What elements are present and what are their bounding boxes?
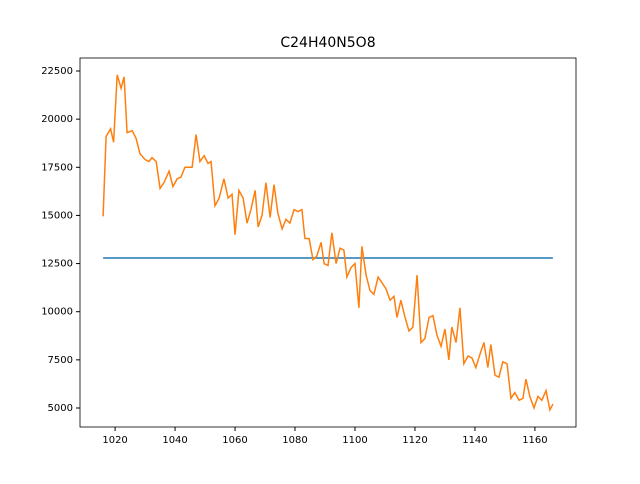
x-tick-label: 1040: [162, 435, 187, 446]
y-tick-label: 17500: [41, 162, 73, 173]
y-tick-label: 22500: [41, 66, 73, 77]
x-tick-label: 1060: [222, 435, 247, 446]
y-tick-label: 7500: [48, 355, 73, 366]
plot-frame: [79, 57, 577, 428]
y-tick-label: 20000: [41, 114, 73, 125]
y-tick-label: 12500: [41, 259, 73, 270]
x-tick-label: 1120: [402, 435, 427, 446]
x-tick-label: 1140: [462, 435, 487, 446]
line-series: [102, 74, 554, 413]
x-tick-label: 1160: [522, 435, 547, 446]
x-tick-label: 1100: [342, 435, 367, 446]
y-tick-label: 5000: [48, 403, 73, 414]
chart-title: C24H40N5O8: [280, 35, 375, 51]
y-tick-label: 10000: [41, 307, 73, 318]
x-tick-label: 1080: [282, 435, 307, 446]
x-tick-label: 1020: [102, 435, 127, 446]
y-tick-label: 15000: [41, 210, 73, 221]
